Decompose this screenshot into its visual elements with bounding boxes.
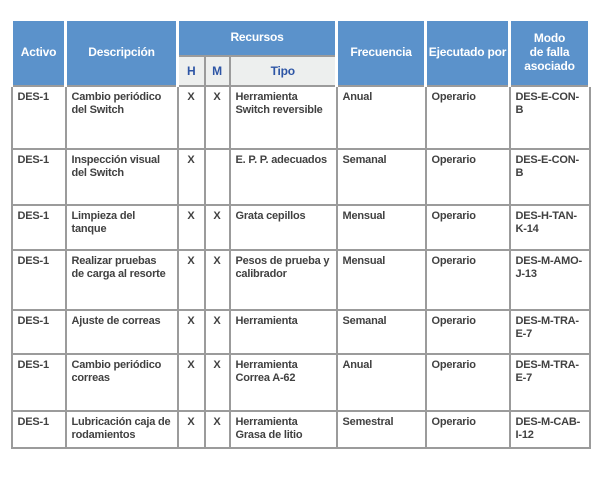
cell-frecuencia: Mensual <box>335 203 427 251</box>
table-row: DES-1 Cambio periódico correas X X Herra… <box>10 352 591 412</box>
col-header-activo: Activo <box>10 18 67 87</box>
cell-h: X <box>176 203 206 251</box>
cell-ejecutado-por: Operario <box>424 84 511 150</box>
table-row: DES-1 Inspección visual del Switch X E. … <box>10 147 591 206</box>
table-row: DES-1 Ajuste de correas X X Herramienta … <box>10 308 591 355</box>
cell-frecuencia: Semestral <box>335 409 427 449</box>
cell-descripcion: Cambio periódico del Switch <box>64 84 179 150</box>
cell-modo-falla: DES-E-CON-B <box>508 84 591 150</box>
col-header-frecuencia: Frecuencia <box>335 18 428 87</box>
cell-tipo: Herramienta <box>228 308 338 355</box>
cell-modo-falla: DES-E-CON-B <box>508 147 591 206</box>
cell-descripcion: Cambio periódico correas <box>64 352 179 412</box>
cell-modo-falla: DES-H-TAN-K-14 <box>508 203 591 251</box>
cell-frecuencia: Semanal <box>335 308 427 355</box>
table-row: DES-1 Limpieza del tanque X X Grata cepi… <box>10 203 591 251</box>
cell-modo-falla: DES-M-TRA-E-7 <box>508 308 591 355</box>
cell-modo-falla: DES-M-TRA-E-7 <box>508 352 591 412</box>
cell-m: X <box>203 352 231 412</box>
cell-tipo: Herramienta Switch reversible <box>228 84 338 150</box>
cell-modo-falla: DES-M-CAB-I-12 <box>508 409 591 449</box>
cell-frecuencia: Anual <box>335 84 427 150</box>
cell-m: X <box>203 203 231 251</box>
cell-activo: DES-1 <box>10 147 67 206</box>
cell-ejecutado-por: Operario <box>424 248 511 311</box>
cell-ejecutado-por: Operario <box>424 308 511 355</box>
header-row-main: Activo Descripción Recursos Frecuencia E… <box>10 18 592 87</box>
cell-h: X <box>176 84 206 150</box>
cell-m: X <box>203 84 231 150</box>
table-body: DES-1 Cambio periódico del Switch X X He… <box>10 84 591 449</box>
col-header-m: M <box>203 54 231 87</box>
col-header-tipo: Tipo <box>228 54 338 87</box>
cell-activo: DES-1 <box>10 84 67 150</box>
col-header-descripcion: Descripción <box>64 18 179 87</box>
cell-descripcion: Realizar pruebas de carga al resorte <box>64 248 179 311</box>
cell-tipo: Grata cepillos <box>228 203 338 251</box>
cell-descripcion: Inspección visual del Switch <box>64 147 179 206</box>
cell-ejecutado-por: Operario <box>424 352 511 412</box>
cell-modo-falla: DES-M-AMO-J-13 <box>508 248 591 311</box>
cell-activo: DES-1 <box>10 409 67 449</box>
cell-frecuencia: Anual <box>335 352 427 412</box>
cell-tipo: Herramienta Correa A-62 <box>228 352 338 412</box>
cell-h: X <box>176 248 206 311</box>
cell-tipo: Herramienta Grasa de litio <box>228 409 338 449</box>
table-row: DES-1 Lubricación caja de rodamientos X … <box>10 409 591 449</box>
cell-descripcion: Lubricación caja de rodamientos <box>64 409 179 449</box>
col-header-h: H <box>176 54 206 87</box>
table-row: DES-1 Cambio periódico del Switch X X He… <box>10 84 591 150</box>
cell-activo: DES-1 <box>10 308 67 355</box>
table-header: Activo Descripción Recursos Frecuencia E… <box>10 18 592 87</box>
cell-h: X <box>176 409 206 449</box>
cell-tipo: E. P. P. adecuados <box>228 147 338 206</box>
maintenance-plan-table: Activo Descripción Recursos Frecuencia E… <box>10 18 592 449</box>
cell-ejecutado-por: Operario <box>424 409 511 449</box>
cell-m: X <box>203 409 231 449</box>
cell-activo: DES-1 <box>10 248 67 311</box>
cell-tipo: Pesos de prueba y calibrador <box>228 248 338 311</box>
cell-m: X <box>203 248 231 311</box>
header-row-sub: H M Tipo <box>12 54 590 87</box>
cell-m <box>203 147 231 206</box>
col-header-ejecutado-por: Ejecutado por <box>424 18 512 87</box>
cell-m: X <box>203 308 231 355</box>
cell-ejecutado-por: Operario <box>424 203 511 251</box>
col-header-recursos: Recursos <box>175 18 339 57</box>
cell-descripcion: Ajuste de correas <box>64 308 179 355</box>
cell-frecuencia: Semanal <box>335 147 427 206</box>
cell-frecuencia: Mensual <box>335 248 427 311</box>
cell-h: X <box>176 147 206 206</box>
cell-activo: DES-1 <box>10 352 67 412</box>
cell-h: X <box>176 308 206 355</box>
table-row: DES-1 Realizar pruebas de carga al resor… <box>10 248 591 311</box>
col-header-modo-falla: Modo de falla asociado <box>508 18 592 87</box>
cell-h: X <box>176 352 206 412</box>
cell-descripcion: Limpieza del tanque <box>64 203 179 251</box>
cell-activo: DES-1 <box>10 203 67 251</box>
cell-ejecutado-por: Operario <box>424 147 511 206</box>
